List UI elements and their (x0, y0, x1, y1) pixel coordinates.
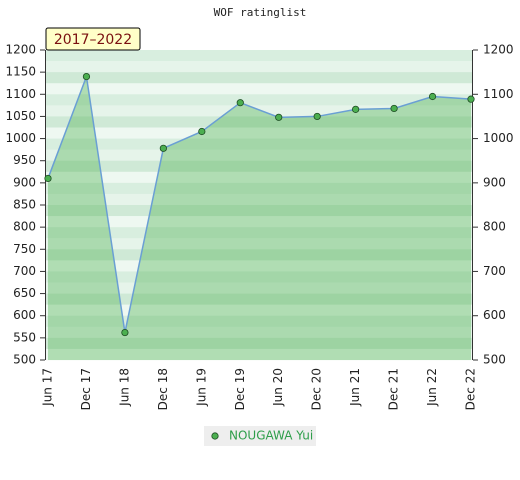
background-stripe (46, 249, 472, 261)
background-stripe (46, 61, 472, 73)
background-stripe (46, 72, 472, 84)
y2-tick-label: 1100 (483, 87, 514, 101)
background-stripe (46, 127, 472, 139)
badge-text: 2017–2022 (54, 32, 132, 48)
y-tick-label: 600 (13, 308, 36, 322)
chart-title: WOF ratinglist (214, 6, 307, 19)
point (236, 99, 244, 107)
background-stripe (46, 193, 472, 206)
background-stripe (46, 293, 472, 305)
y2-tick-label: 500 (483, 353, 506, 367)
point (159, 144, 167, 152)
background-stripe (46, 315, 472, 328)
y-tick-label: 750 (13, 242, 36, 256)
y2-tick-label: 600 (483, 308, 506, 322)
y2-tick-label: 1000 (483, 131, 514, 145)
x-tick-label: Dec 17 (79, 368, 93, 410)
point (275, 113, 283, 121)
y-tick-label: 1200 (5, 43, 36, 57)
background-stripe (46, 105, 472, 117)
line (47, 73, 472, 333)
background-stripe (46, 348, 472, 361)
background-stripe (46, 271, 472, 283)
badge-box (45, 27, 141, 51)
legend-box (204, 426, 316, 446)
background-stripe (46, 205, 472, 217)
background-stripe (46, 216, 472, 228)
x-tick-label: Dec 20 (310, 368, 324, 410)
x-tick-label: Dec 19 (233, 368, 247, 410)
y-tick-label: 850 (13, 198, 36, 212)
y-tick-label: 900 (13, 175, 36, 189)
background-stripe (46, 50, 472, 62)
point (121, 328, 129, 337)
background-stripe (46, 138, 472, 150)
y-tick-label: 500 (13, 353, 36, 367)
y-tick-label: 650 (13, 286, 36, 300)
y2-tick-label: 700 (483, 264, 506, 278)
y-tick-label: 550 (13, 330, 36, 344)
x-tick-label: Jun 17 (41, 368, 55, 407)
point (352, 105, 360, 113)
y-tick-label: 700 (13, 264, 36, 278)
background-stripe (46, 282, 472, 294)
background-stripe (46, 182, 472, 195)
point (82, 72, 91, 81)
y2-tick-label: 900 (483, 175, 506, 189)
x-tick-label: Jun 20 (271, 368, 285, 407)
background-stripe (46, 260, 472, 272)
background-stripe (46, 171, 472, 184)
x-tick-label: Jun 19 (194, 368, 208, 407)
plot-area (46, 50, 472, 361)
legend-marker (211, 432, 219, 440)
legend-label: NOUGAWA Yui (229, 429, 313, 443)
background-stripe (46, 304, 472, 317)
x-tick-label: Dec 18 (156, 368, 170, 410)
x-tick-label: Jun 22 (425, 368, 439, 407)
point (390, 104, 398, 113)
point (428, 92, 437, 101)
y-tick-label: 1050 (5, 109, 36, 123)
background-stripe (46, 94, 472, 106)
y2-tick-label: 1200 (483, 43, 514, 57)
background-stripe (46, 149, 472, 162)
point (467, 95, 475, 103)
y-tick-label: 1000 (5, 131, 36, 145)
x-tick-label: Dec 21 (387, 368, 401, 410)
y-tick-label: 1100 (5, 87, 36, 101)
area (48, 76, 471, 361)
background-stripe (46, 83, 472, 95)
x-tick-label: Jun 21 (348, 368, 362, 407)
x-tick-label: Dec 22 (464, 368, 478, 410)
background-stripe (46, 238, 472, 250)
point (198, 127, 206, 136)
x-tick-label: Jun 18 (117, 368, 131, 407)
background-stripe (46, 116, 472, 128)
y-tick-label: 1150 (5, 65, 36, 79)
point (44, 174, 52, 183)
background-stripe (46, 160, 472, 173)
y-tick-label: 950 (13, 153, 36, 167)
background-stripe (46, 337, 472, 350)
background-stripe (46, 227, 472, 239)
background-stripe (46, 326, 472, 339)
point (313, 112, 321, 121)
y2-tick-label: 800 (483, 220, 506, 234)
y-tick-label: 800 (13, 220, 36, 234)
